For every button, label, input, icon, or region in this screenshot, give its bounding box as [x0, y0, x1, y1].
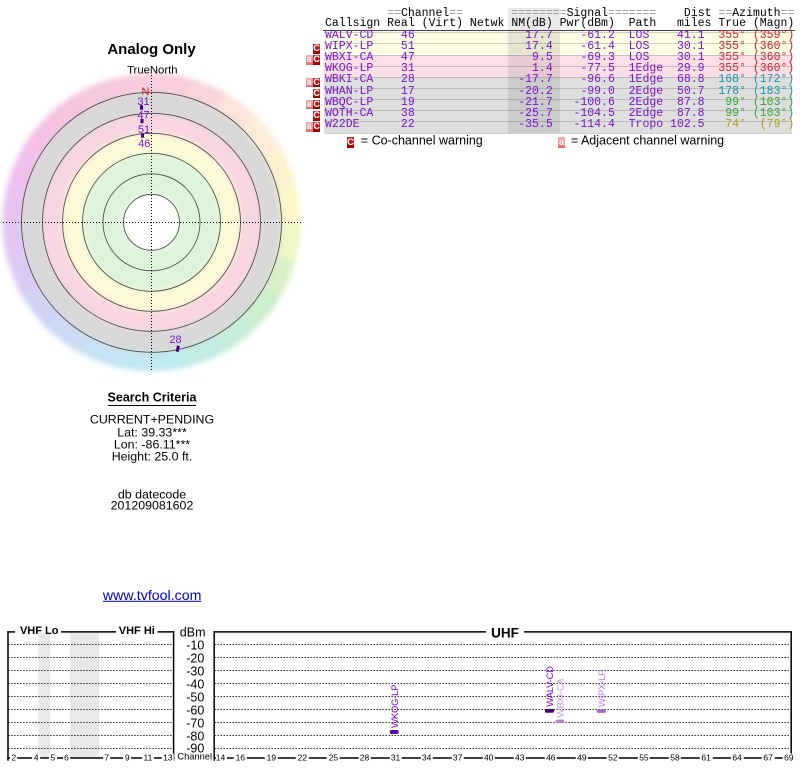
svg-text:WALV-CD: WALV-CD — [545, 666, 556, 707]
svg-text:46: 46 — [138, 138, 150, 150]
svg-text:WIPX-LP: WIPX-LP — [597, 670, 608, 707]
svg-text:47: 47 — [137, 109, 149, 121]
svg-text:51: 51 — [138, 124, 150, 136]
svg-text:N: N — [142, 86, 150, 98]
svg-text:28: 28 — [169, 334, 181, 346]
svg-text:31: 31 — [137, 96, 149, 108]
svg-text:WBXI-CA: WBXI-CA — [555, 678, 566, 718]
svg-text:WKOG-LP: WKOG-LP — [390, 685, 401, 728]
